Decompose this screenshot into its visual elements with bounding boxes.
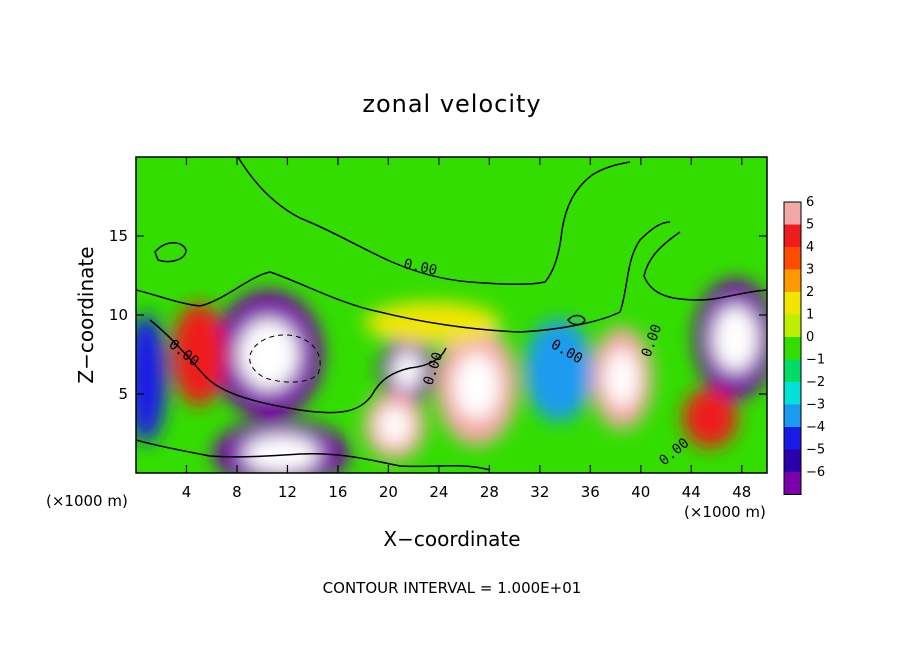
colorbar-label: −2 bbox=[806, 375, 825, 390]
field-core bbox=[243, 435, 319, 473]
colorbar-label: −6 bbox=[806, 465, 825, 480]
field-core bbox=[454, 352, 500, 420]
colorbar-swatch bbox=[784, 269, 801, 292]
colorbar-swatch bbox=[784, 472, 801, 495]
colorbar-label: 1 bbox=[806, 308, 814, 323]
colorbar-swatch bbox=[784, 224, 801, 247]
x-tick-label: 16 bbox=[328, 483, 347, 501]
colorbar-swatch bbox=[784, 314, 801, 337]
x-unit-right: (×1000 m) bbox=[684, 503, 766, 521]
field-core bbox=[377, 406, 412, 445]
x-tick-label: 36 bbox=[581, 483, 600, 501]
colorbar-label: −4 bbox=[806, 420, 825, 435]
colorbar-label: −3 bbox=[806, 398, 825, 413]
negative-contour-dashed bbox=[249, 334, 321, 383]
zero-contour-band bbox=[136, 221, 671, 333]
colorbar-label: 3 bbox=[806, 263, 814, 278]
field-halo bbox=[171, 303, 227, 406]
zero-contour-right bbox=[643, 231, 767, 301]
zero-contour-small-loop bbox=[154, 242, 187, 263]
colorbar-swatch bbox=[784, 382, 801, 405]
x-tick-label: 44 bbox=[682, 483, 701, 501]
zero-contour-tiny-loop bbox=[567, 314, 586, 326]
y-axis: 5 10 15 bbox=[109, 227, 767, 403]
field-halo bbox=[524, 319, 593, 422]
velocity-field bbox=[136, 278, 767, 473]
colorbar-swatch bbox=[784, 359, 801, 382]
colorbar-label: 0 bbox=[806, 330, 814, 345]
x-tick-label: 28 bbox=[480, 483, 499, 501]
x-tick-label: 4 bbox=[182, 483, 192, 501]
x-axis-title: X−coordinate bbox=[383, 527, 520, 551]
x-tick-label: 40 bbox=[631, 483, 650, 501]
y-tick-label: 5 bbox=[118, 385, 128, 403]
x-axis: 4 8 12 16 20 24 28 32 36 40 44 48 bbox=[182, 157, 751, 501]
colorbar: 6 5 4 3 2 1 0 −1 −2 −3 −4 −5 −6 bbox=[783, 195, 825, 495]
chart-title: zonal velocity bbox=[362, 90, 541, 118]
colorbar-label: 5 bbox=[806, 218, 814, 233]
x-tick-label: 12 bbox=[278, 483, 297, 501]
field-core bbox=[604, 349, 639, 407]
x-tick-label: 48 bbox=[732, 483, 751, 501]
contour-interval-note: CONTOUR INTERVAL = 1.000E+01 bbox=[323, 579, 582, 597]
zero-contours bbox=[136, 157, 767, 471]
colorbar-swatch bbox=[784, 427, 801, 450]
zero-contour-upper bbox=[237, 157, 631, 286]
contour-label: 0.00 bbox=[402, 256, 438, 279]
colorbar-label: 4 bbox=[806, 240, 814, 255]
colorbar-label: 6 bbox=[806, 195, 814, 210]
x-tick-label: 24 bbox=[429, 483, 448, 501]
zero-contour-lower bbox=[136, 439, 491, 471]
field-core bbox=[392, 351, 423, 390]
colorbar-swatch bbox=[784, 202, 801, 225]
x-tick-label: 20 bbox=[379, 483, 398, 501]
y-axis-title: Z−coordinate bbox=[74, 246, 98, 383]
x-tick-label: 32 bbox=[530, 483, 549, 501]
zero-contour-mid bbox=[149, 319, 447, 414]
x-unit-left: (×1000 m) bbox=[46, 492, 128, 510]
plot-area: 0.00 0.00 0.00 0.00 0.00 0.00 4 8 12 16 20 24… bbox=[109, 156, 768, 501]
y-tick-label: 15 bbox=[109, 227, 128, 245]
x-tick-label: 8 bbox=[232, 483, 242, 501]
colorbar-label: 2 bbox=[806, 285, 814, 300]
colorbar-swatch bbox=[784, 247, 801, 270]
y-tick-label: 10 bbox=[109, 306, 128, 324]
colorbar-swatch bbox=[784, 337, 801, 360]
colorbar-label: −1 bbox=[806, 353, 825, 368]
colorbar-label: −5 bbox=[806, 443, 825, 458]
colorbar-swatch bbox=[784, 404, 801, 427]
field-halo bbox=[136, 314, 167, 443]
colorbar-frame bbox=[783, 201, 802, 495]
field-core bbox=[238, 318, 299, 391]
field-core bbox=[712, 305, 759, 372]
colorbar-swatch bbox=[784, 449, 801, 472]
colorbar-swatch bbox=[784, 292, 801, 315]
field-halo bbox=[682, 387, 738, 448]
